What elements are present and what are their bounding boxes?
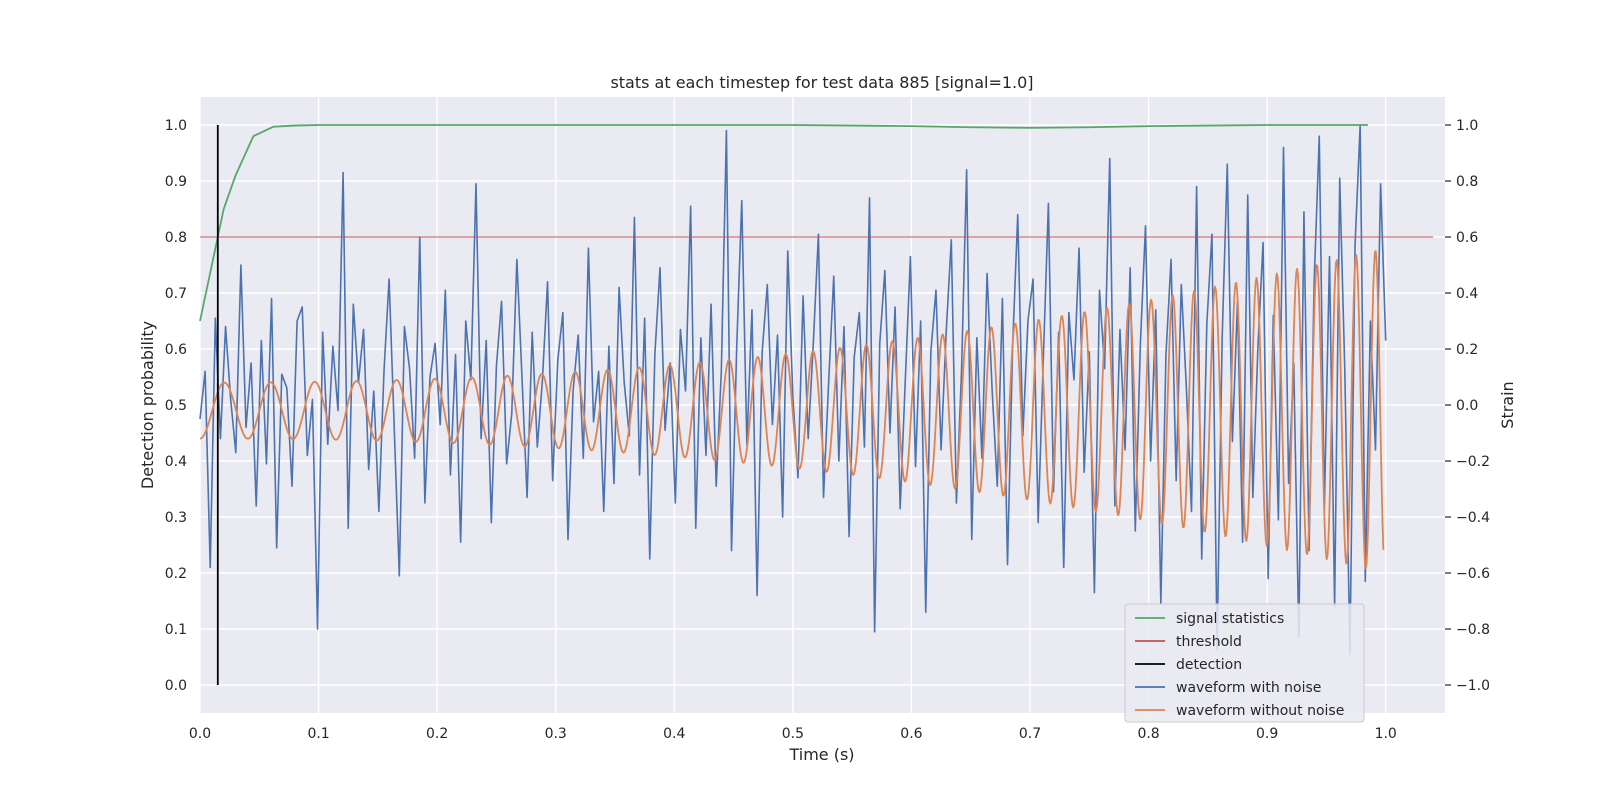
legend-label: detection xyxy=(1176,657,1242,673)
x-tick-label: 0.1 xyxy=(307,726,329,742)
legend-label: threshold xyxy=(1176,634,1242,650)
y-tick-label-right: −0.4 xyxy=(1456,510,1490,526)
y-axis-label-left: Detection probability xyxy=(138,321,157,489)
y-tick-label-right: 0.8 xyxy=(1456,174,1478,190)
y-tick-label-left: 0.7 xyxy=(165,286,187,302)
y-tick-label-left: 0.5 xyxy=(165,398,187,414)
y-tick-label-right: 0.4 xyxy=(1456,286,1478,302)
y-tick-label-left: 0.6 xyxy=(165,342,187,358)
y-tick-label-left: 0.3 xyxy=(165,510,187,526)
y-tick-label-right: −0.8 xyxy=(1456,622,1490,638)
y-tick-label-left: 1.0 xyxy=(165,118,187,134)
y-tick-label-left: 0.1 xyxy=(165,622,187,638)
y-tick-label-left: 0.8 xyxy=(165,230,187,246)
y-tick-label-left: 0.2 xyxy=(165,566,187,582)
x-tick-label: 0.9 xyxy=(1256,726,1278,742)
legend-label: waveform with noise xyxy=(1176,680,1321,696)
x-ticks: 0.0 0.1 0.2 0.3 0.4 0.5 0.6 0.7 0.8 0.9 1.0 xyxy=(189,726,1397,742)
y-tick-label-right: −1.0 xyxy=(1456,678,1490,694)
x-tick-label: 0.6 xyxy=(900,726,922,742)
series-waveform-without-noise xyxy=(199,250,1385,570)
x-tick-label: 0.3 xyxy=(545,726,567,742)
x-axis-label: Time (s) xyxy=(788,745,854,764)
series-signal-statistics xyxy=(199,124,1368,322)
x-tick-label: 0.0 xyxy=(189,726,211,742)
x-tick-label: 1.0 xyxy=(1375,726,1397,742)
y-ticks-left: 0.0 0.1 0.2 0.3 0.4 0.5 0.6 0.7 0.8 0.9 1.0 xyxy=(165,118,187,694)
y-axis-label-right: Strain xyxy=(1498,381,1517,428)
legend: signal statistics threshold detection wavef… xyxy=(1124,603,1365,723)
x-tick-label: 0.8 xyxy=(1137,726,1159,742)
x-tick-label: 0.2 xyxy=(426,726,448,742)
y-tick-label-right: 1.0 xyxy=(1456,118,1478,134)
y-tick-label-left: 0.0 xyxy=(165,678,187,694)
y-ticks-right: −1.0 −0.8 −0.6 −0.4 −0.2 0.0 0.2 0.4 0.6 0.8 1.0 xyxy=(1445,118,1490,694)
x-tick-label: 0.4 xyxy=(663,726,685,742)
y-tick-label-left: 0.9 xyxy=(165,174,187,190)
series-layer xyxy=(199,124,1434,685)
y-tick-label-right: −0.2 xyxy=(1456,454,1490,470)
y-tick-label-right: −0.6 xyxy=(1456,566,1490,582)
x-tick-label: 0.7 xyxy=(1019,726,1041,742)
legend-box xyxy=(1124,603,1365,723)
y-tick-label-right: 0.6 xyxy=(1456,230,1478,246)
y-tick-label-right: 0.2 xyxy=(1456,342,1478,358)
legend-label: signal statistics xyxy=(1176,611,1284,627)
legend-label: waveform without noise xyxy=(1176,703,1344,719)
y-tick-label-right: 0.0 xyxy=(1456,398,1478,414)
y-tick-label-left: 0.4 xyxy=(165,454,187,470)
chart-title: stats at each timestep for test data 885… xyxy=(610,73,1033,92)
x-tick-label: 0.5 xyxy=(782,726,804,742)
